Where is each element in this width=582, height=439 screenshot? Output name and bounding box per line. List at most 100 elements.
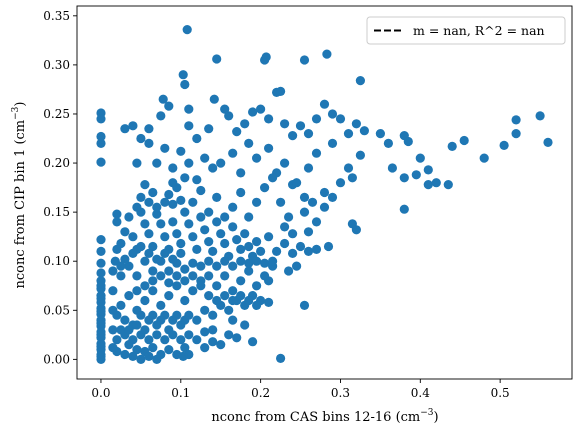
data-point — [208, 163, 218, 173]
data-point — [136, 354, 146, 364]
data-point — [299, 192, 310, 202]
data-point — [180, 276, 190, 286]
data-point — [303, 246, 314, 256]
data-point — [128, 248, 138, 258]
data-point — [176, 238, 186, 249]
data-point — [148, 187, 158, 198]
data-point — [232, 235, 242, 245]
data-point — [208, 337, 218, 347]
data-point — [120, 349, 130, 360]
data-point — [387, 163, 397, 173]
data-point — [158, 94, 168, 104]
data-point — [543, 137, 553, 147]
data-point — [140, 256, 150, 266]
data-point — [96, 114, 106, 124]
data-point — [180, 264, 190, 274]
data-point — [164, 291, 174, 301]
data-point — [284, 212, 294, 222]
data-point — [148, 266, 158, 276]
data-point — [343, 129, 354, 139]
y-tick-label: 0.15 — [43, 205, 70, 219]
data-point — [459, 135, 469, 146]
data-point — [112, 335, 122, 345]
y-tick-label: 0.30 — [43, 58, 70, 72]
data-point — [200, 153, 210, 163]
data-point — [120, 315, 130, 325]
data-point — [120, 254, 130, 264]
data-point — [176, 195, 186, 205]
data-point — [204, 124, 214, 134]
data-point — [232, 127, 242, 137]
data-point — [236, 187, 246, 198]
data-point — [156, 271, 166, 281]
data-point — [96, 342, 106, 352]
data-point — [144, 138, 154, 148]
data-point — [172, 229, 182, 239]
data-point — [136, 310, 146, 320]
data-point — [311, 217, 322, 227]
data-point — [184, 158, 194, 168]
data-point — [355, 76, 365, 86]
data-point — [196, 281, 206, 291]
data-point — [196, 212, 206, 222]
data-point — [164, 189, 174, 200]
data-point — [423, 165, 433, 175]
data-point — [415, 153, 425, 163]
data-point — [152, 254, 162, 264]
data-point — [184, 330, 194, 340]
data-point — [116, 271, 126, 281]
data-point — [264, 297, 274, 307]
data-point — [148, 241, 158, 252]
data-point — [327, 138, 338, 148]
data-point — [178, 70, 188, 80]
data-point — [224, 305, 234, 315]
data-point — [244, 241, 254, 252]
y-axis-ticks: 0.00 0.05 0.10 0.15 0.20 0.25 0.30 0.35 — [43, 9, 77, 366]
data-point — [200, 327, 210, 337]
data-point — [375, 129, 385, 139]
data-point — [276, 197, 286, 207]
data-point — [280, 158, 290, 168]
data-point — [116, 325, 126, 335]
data-point — [499, 140, 509, 150]
data-point — [272, 246, 282, 256]
data-point — [148, 276, 158, 286]
y-tick-label: 0.35 — [43, 9, 70, 23]
data-point — [128, 121, 138, 131]
data-point — [156, 315, 166, 325]
data-point — [152, 354, 162, 364]
data-point — [188, 232, 198, 242]
data-point — [323, 241, 334, 252]
data-point — [431, 178, 441, 188]
y-tick-label: 0.20 — [43, 156, 70, 170]
data-point — [236, 291, 246, 301]
data-point — [248, 337, 258, 347]
data-point — [180, 207, 190, 217]
data-point — [96, 131, 106, 142]
data-point — [148, 343, 158, 353]
data-point — [335, 178, 346, 188]
data-point — [347, 173, 357, 183]
data-point — [280, 238, 290, 249]
data-point — [164, 345, 174, 355]
data-point — [112, 244, 122, 254]
data-point — [232, 333, 242, 343]
data-point — [172, 281, 182, 291]
data-point — [511, 129, 521, 139]
data-point — [216, 340, 226, 350]
data-point — [511, 115, 521, 125]
data-point — [288, 248, 298, 258]
data-point — [220, 271, 230, 281]
x-tick-label: 0.0 — [91, 386, 110, 400]
x-tick-label: 0.4 — [411, 386, 430, 400]
data-point — [240, 229, 250, 239]
data-point — [180, 79, 190, 90]
data-point — [335, 114, 346, 124]
data-point — [252, 281, 262, 291]
data-point — [188, 286, 198, 296]
data-point — [299, 207, 310, 217]
data-point — [136, 241, 146, 252]
data-point — [236, 244, 246, 254]
data-point — [276, 353, 286, 363]
